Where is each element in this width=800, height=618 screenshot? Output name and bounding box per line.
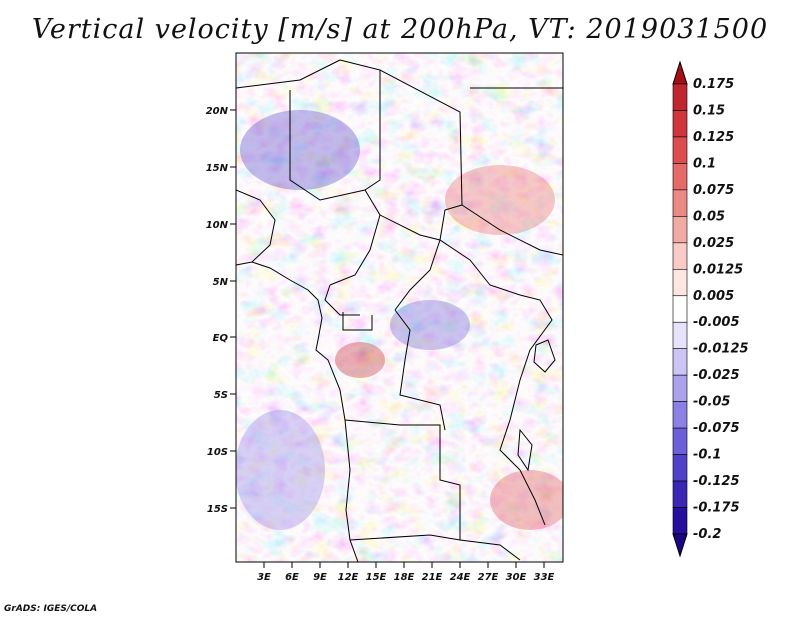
- lon-labels: 3E 6E 9E 12E 15E 18E 21E 24E 27E 30E 33E: [257, 572, 554, 583]
- colorbar-bin: [672, 427, 688, 455]
- lon-label-6e: 6E: [285, 572, 299, 583]
- lat-label-20n: 20N: [206, 106, 229, 117]
- lat-label-10n: 10N: [206, 220, 229, 231]
- colorbar-bin: [672, 374, 688, 402]
- colorbar-label: -0.125: [693, 474, 740, 489]
- lat-ticks: [230, 109, 236, 509]
- colorbar-label: -0.075: [693, 421, 740, 436]
- colorbar-label: 0.1: [693, 156, 716, 171]
- colorbar-label: 0.15: [693, 103, 725, 118]
- map-title: Vertical velocity [m/s] at 200hPa, VT: 2…: [31, 14, 769, 45]
- colorbar: 0.175 0.15 0.125 0.1 0.075 0.05 0.025 0.0125 0.0…: [672, 60, 749, 558]
- colorbar-label: -0.0125: [693, 342, 749, 357]
- colorbar-bin: [672, 110, 688, 138]
- colorbar-label: -0.1: [693, 448, 721, 463]
- colorbar-label: 0.125: [693, 130, 734, 145]
- colorbar-label: 0.175: [693, 77, 734, 92]
- lon-label-3e: 3E: [257, 572, 271, 583]
- lat-labels: 20N 15N 10N 5N EQ 5S 10S 15S: [206, 106, 229, 515]
- lon-ticks: [263, 562, 545, 568]
- colorbar-bin: [672, 163, 688, 191]
- velocity-field: [236, 53, 563, 562]
- grads-credit: GrADS: IGES/COLA: [4, 604, 98, 614]
- lat-label-15s: 15S: [207, 504, 228, 515]
- colorbar-label: -0.025: [693, 368, 740, 383]
- colorbar-bin: [672, 242, 688, 270]
- colorbar-bin: [672, 507, 688, 535]
- lon-label-9e: 9E: [313, 572, 327, 583]
- colorbar-label: 0.0125: [693, 262, 743, 277]
- colorbar-bin: [672, 136, 688, 164]
- boundaries: [236, 59, 563, 562]
- lat-label-10s: 10S: [207, 447, 228, 458]
- colorbar-label: -0.2: [693, 527, 721, 542]
- lon-label-15e: 15E: [366, 572, 387, 583]
- colorbar-bin: [672, 348, 688, 376]
- lat-label-5s: 5S: [214, 390, 228, 401]
- lon-label-33e: 33E: [534, 572, 555, 583]
- colorbar-bin: [672, 321, 688, 350]
- lat-label-15n: 15N: [206, 163, 229, 174]
- colorbar-label: 0.075: [693, 183, 734, 198]
- colorbar-label: 0.025: [693, 236, 734, 251]
- colorbar-bin: [672, 480, 688, 508]
- colorbar-label: -0.005: [693, 315, 740, 330]
- colorbar-label: 0.005: [693, 289, 734, 304]
- colorbar-top-triangle: [672, 60, 688, 85]
- colorbar-bin: [672, 189, 688, 217]
- colorbar-bin: [672, 295, 688, 323]
- colorbar-bin: [672, 83, 688, 111]
- colorbar-label: -0.05: [693, 395, 730, 410]
- lat-label-5n: 5N: [213, 277, 229, 288]
- lat-label-eq: EQ: [213, 333, 229, 344]
- colorbar-bin: [672, 216, 688, 244]
- lon-label-30e: 30E: [506, 572, 527, 583]
- colorbar-label: 0.05: [693, 209, 725, 224]
- colorbar-bin: [672, 454, 688, 482]
- colorbar-bottom-triangle: [672, 533, 688, 558]
- lon-label-18e: 18E: [394, 572, 415, 583]
- colorbar-bin: [672, 268, 688, 297]
- lon-label-27e: 27E: [478, 572, 499, 583]
- lon-label-21e: 21E: [422, 572, 443, 583]
- lon-label-12e: 12E: [338, 572, 359, 583]
- lon-label-24e: 24E: [450, 572, 471, 583]
- colorbar-bin: [672, 401, 688, 429]
- map-frame: [235, 52, 564, 563]
- colorbar-label: -0.175: [693, 501, 740, 516]
